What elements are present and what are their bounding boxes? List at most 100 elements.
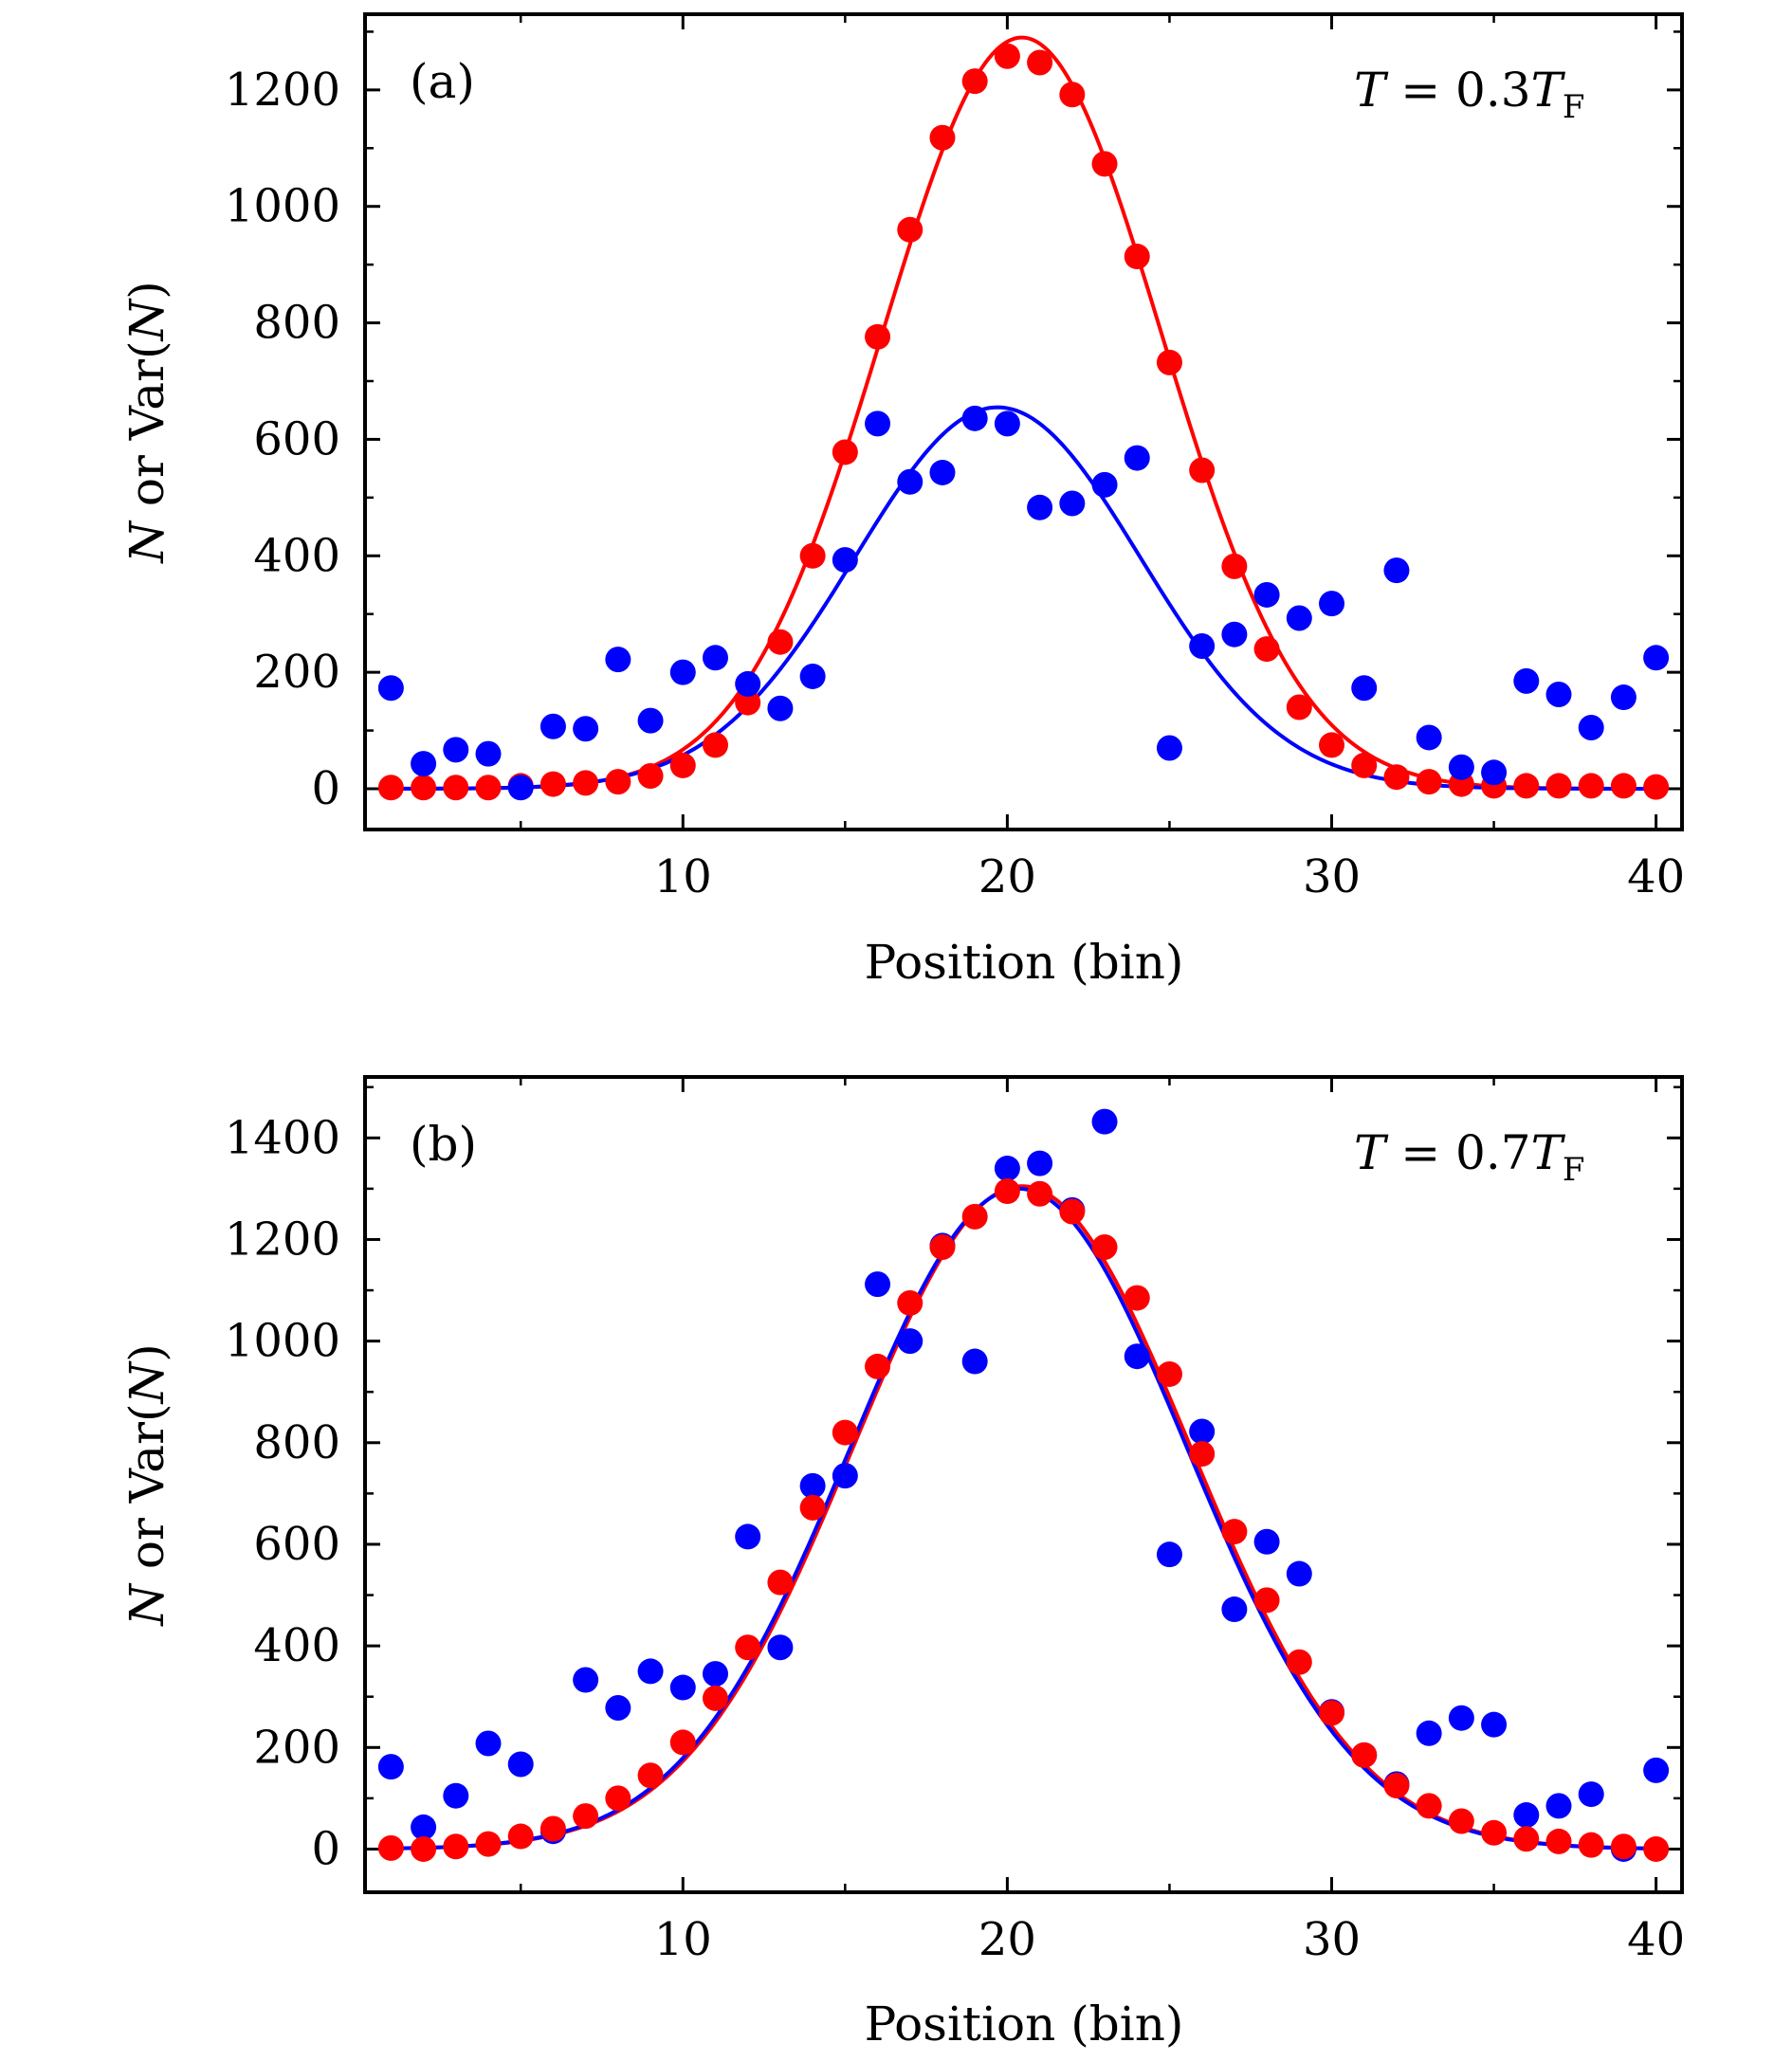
panel-b-series-1-point bbox=[1643, 1835, 1670, 1862]
panel-a-series-1-point bbox=[1416, 724, 1442, 751]
panel-a-series-0-point bbox=[1545, 773, 1572, 799]
panel-b-series-1-point bbox=[1027, 1180, 1053, 1207]
panel-b-series-0-point bbox=[767, 1634, 794, 1661]
panel-b-label: (b) bbox=[410, 1117, 477, 1172]
panel-a-series-0-point bbox=[573, 770, 599, 796]
panel-b-series-0-point bbox=[377, 1754, 404, 1780]
panel-b-annotation-value: = 0.7 bbox=[1385, 1125, 1530, 1180]
panel-a-temperature-annotation: T = 0.3TF bbox=[1354, 63, 1585, 126]
panel-a-series-0-point bbox=[1156, 349, 1182, 375]
panel-b-x-tick-label: 30 bbox=[1303, 1913, 1361, 1966]
panel-a-series-1-point bbox=[1027, 494, 1053, 520]
panel-b-series-1-point bbox=[377, 1834, 404, 1861]
panel-b-annotation-t: T bbox=[1354, 1125, 1389, 1180]
panel-a-series-1-point bbox=[1221, 621, 1248, 647]
panel-b-series-0-point bbox=[1124, 1343, 1150, 1370]
panel-a-series-1-point bbox=[1578, 715, 1604, 740]
panel-b-series-1-point bbox=[702, 1685, 728, 1711]
panel-a-frame bbox=[363, 12, 1684, 831]
panel-a-series-0-point bbox=[475, 775, 502, 801]
panel-b-series-1-point bbox=[1091, 1234, 1118, 1261]
panel-a-annotation-t2: T bbox=[1531, 63, 1566, 118]
panel-a-series-0-point bbox=[767, 629, 794, 655]
panel-a-series-1-point bbox=[929, 459, 956, 485]
panel-b-annotation-t2: T bbox=[1531, 1125, 1566, 1180]
panel-a-series-0-point bbox=[1189, 457, 1216, 483]
panel-b-series-0-point bbox=[1253, 1528, 1280, 1555]
panel-a-series-1-point bbox=[702, 645, 728, 671]
panel-b-series-1-point bbox=[832, 1419, 858, 1446]
panel-a-series-1-point bbox=[897, 468, 923, 495]
panel-b-ylabel-close: ) bbox=[119, 1343, 174, 1362]
panel-b-series-1-point bbox=[539, 1815, 566, 1842]
panel-b-series-1-point bbox=[1481, 1819, 1508, 1846]
panel-a-series-0-point bbox=[1091, 151, 1118, 177]
panel-a-y-tick-label: 200 bbox=[253, 646, 340, 699]
panel-a-series-0-point bbox=[1027, 49, 1053, 76]
panel-b-x-tick-label: 20 bbox=[978, 1913, 1036, 1966]
panel-a-series-1-point bbox=[1124, 445, 1150, 471]
panel-a-series-1-point bbox=[377, 675, 404, 702]
panel-b-y-tick-label: 1000 bbox=[225, 1315, 340, 1368]
panel-b-series-1-point bbox=[443, 1833, 469, 1860]
panel-b-series-1-point bbox=[1416, 1793, 1442, 1819]
panel-b-series-0-point bbox=[1578, 1781, 1604, 1808]
panel-a-series-1-point bbox=[1351, 675, 1378, 702]
panel-a-series-0-point bbox=[539, 771, 566, 797]
panel-b-fit-curve-0 bbox=[391, 1184, 1656, 1851]
panel-b-series-1-point bbox=[605, 1785, 631, 1812]
panel-b-series-0-point bbox=[443, 1782, 469, 1809]
panel-b-ylabel-n1: N bbox=[119, 1582, 174, 1627]
panel-a-series-1-point bbox=[475, 740, 502, 767]
panel-b-series-0-point bbox=[702, 1661, 728, 1687]
panel-a-series-1-point bbox=[1383, 557, 1410, 584]
panel-a-series-0-point bbox=[669, 752, 696, 778]
panel-b-series-1-point bbox=[961, 1203, 988, 1230]
panel-b-series-0-point bbox=[961, 1348, 988, 1375]
panel-b-series-1-point bbox=[735, 1634, 761, 1661]
panel-a-series-1-point bbox=[1253, 581, 1280, 608]
panel-b-series-1-point bbox=[1286, 1649, 1312, 1675]
panel-b-series-1-point bbox=[1221, 1519, 1248, 1545]
panel-a-x-tick-label: 10 bbox=[654, 850, 712, 903]
panel-b-series-0-point bbox=[1286, 1560, 1312, 1587]
panel-a-series-0-point bbox=[832, 439, 858, 465]
panel-a-series-1-point bbox=[1189, 633, 1216, 659]
panel-a-series-0-point bbox=[1319, 732, 1345, 758]
panel-a-series-0-point bbox=[865, 323, 891, 350]
panel-b-x-axis-title: Position (bin) bbox=[865, 1997, 1184, 2052]
panel-a-series-1-point bbox=[507, 775, 534, 801]
panel-a-x-axis-title: Position (bin) bbox=[865, 935, 1184, 990]
panel-b-series-1-point bbox=[1383, 1772, 1410, 1798]
panel-a-series-0-point bbox=[702, 732, 728, 758]
panel-b-series-1-point bbox=[1448, 1808, 1474, 1834]
panel-a-series-0-point bbox=[637, 762, 664, 789]
panel-b-series-1-point bbox=[994, 1178, 1020, 1205]
panel-a-ylabel-mid: or Var( bbox=[119, 340, 174, 521]
panel-a-series-1-point bbox=[605, 647, 631, 673]
panel-a-series-1-point bbox=[1481, 759, 1508, 786]
panel-a-series-0-point bbox=[929, 124, 956, 151]
panel-b-series-1-point bbox=[1189, 1441, 1216, 1468]
panel-a-ylabel-n1: N bbox=[119, 520, 174, 564]
panel-a-series-1-point bbox=[767, 695, 794, 721]
panel-a-series-0-point bbox=[1416, 769, 1442, 795]
panel-a-x-tick-label: 30 bbox=[1303, 850, 1361, 903]
panel-b-series-1-point bbox=[929, 1234, 956, 1261]
panel-b-ylabel-n2: N bbox=[119, 1359, 174, 1404]
panel-b-series-0-point bbox=[832, 1463, 858, 1489]
panel-b-series-0-point bbox=[1545, 1793, 1572, 1819]
panel-a-series-1-point bbox=[637, 707, 664, 734]
panel-b-series-0-point bbox=[1416, 1720, 1442, 1746]
panel-b-series-0-point bbox=[1643, 1757, 1670, 1783]
panel-a-series-0-point bbox=[1221, 553, 1248, 579]
panel-a-y-tick-label: 800 bbox=[253, 297, 340, 350]
panel-b-series-0-point bbox=[897, 1328, 923, 1355]
panel-b-series-1-point bbox=[865, 1353, 891, 1379]
panel-b-series-0-point bbox=[605, 1694, 631, 1721]
panel-b-temperature-annotation: T = 0.7TF bbox=[1354, 1125, 1585, 1189]
